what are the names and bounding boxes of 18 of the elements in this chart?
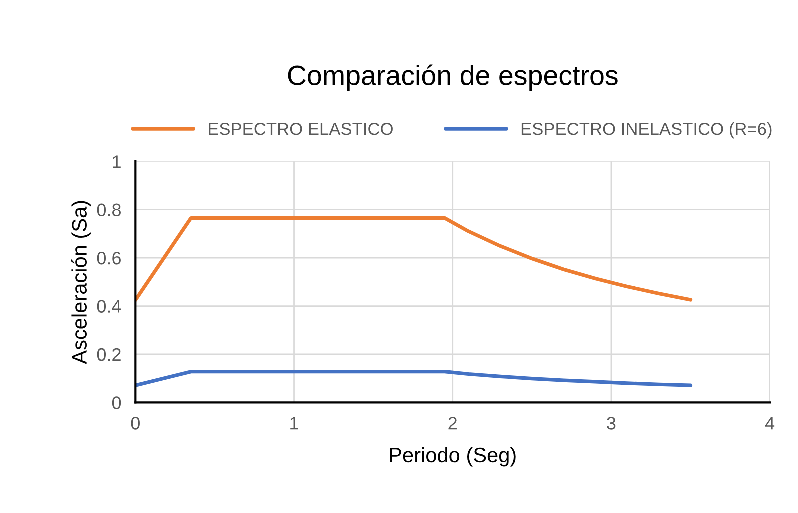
x-tick-label: 3 <box>607 417 616 430</box>
y-tick-label: 0 <box>112 396 122 410</box>
y-axis-title: Asceleración (Sa) <box>71 201 92 364</box>
legend-label: ESPECTRO INELASTICO (R=6) <box>522 122 772 139</box>
y-tick-label: 1 <box>113 156 121 168</box>
line-series <box>136 216 693 302</box>
x-tick-label: 1 <box>290 417 298 430</box>
legend-label: ESPECTRO ELASTICO <box>209 123 393 136</box>
x-tick-label: 0 <box>131 417 140 430</box>
x-tick-label: 2 <box>448 417 457 430</box>
y-tick-label: 0.8 <box>97 204 121 217</box>
line-series <box>136 370 693 388</box>
x-axis-title: Periodo (Seg) <box>390 447 516 467</box>
x-tick-label: 4 <box>765 417 775 430</box>
y-tick-label: 0.2 <box>97 348 121 362</box>
y-tick-label: 0.6 <box>97 252 121 265</box>
y-tick-label: 0.4 <box>97 300 122 313</box>
chart-title: Comparación de espectros <box>288 64 618 91</box>
